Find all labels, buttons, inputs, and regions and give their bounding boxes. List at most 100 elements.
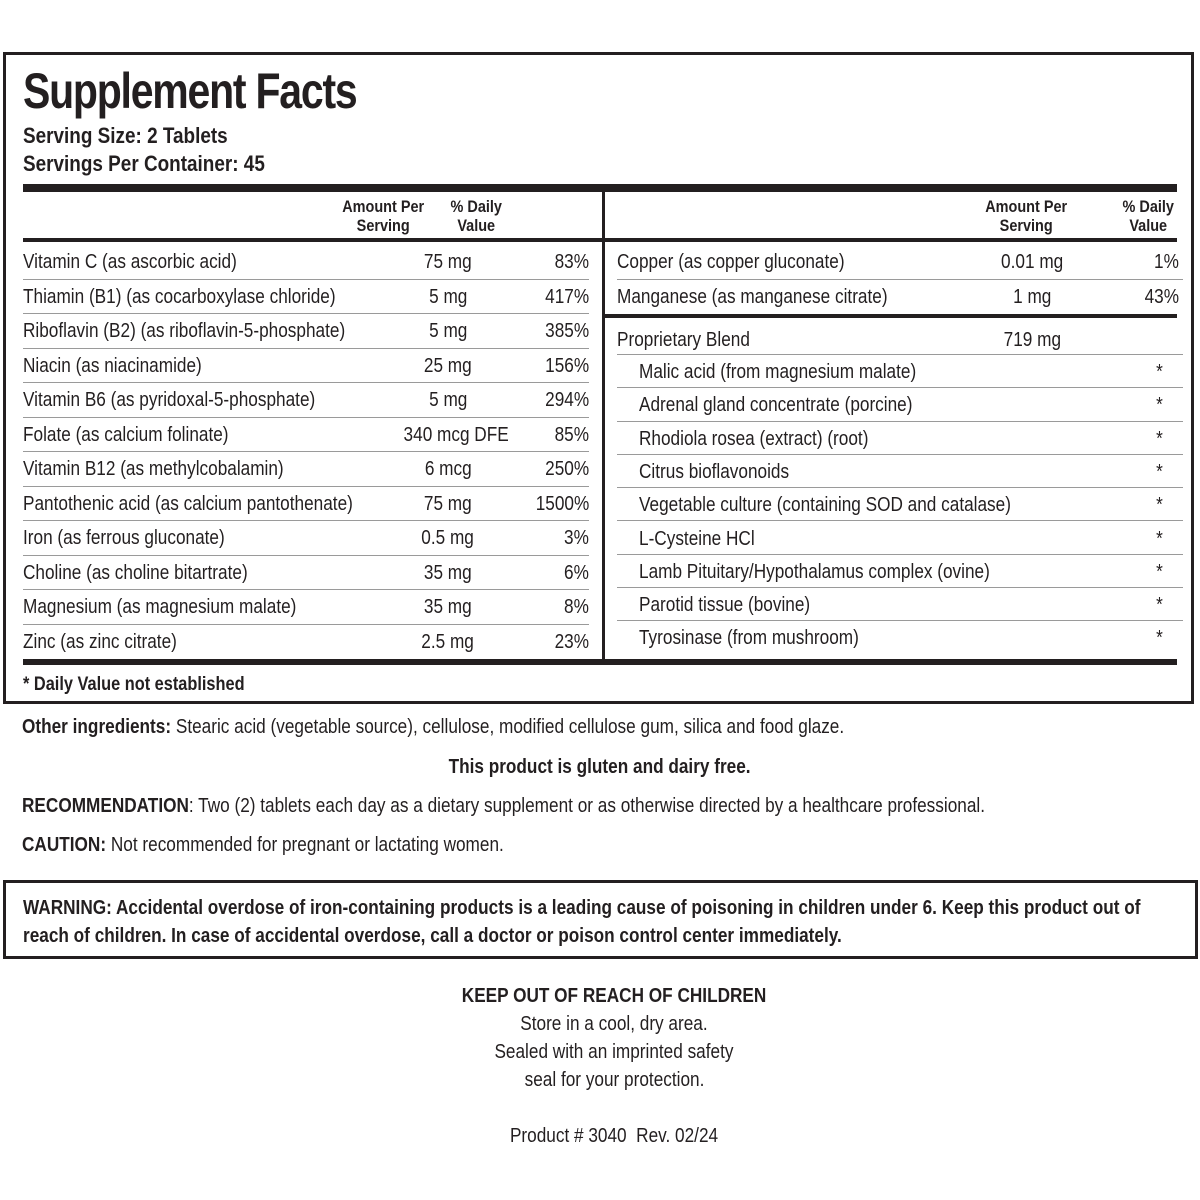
warning-box: WARNING: Accidental overdose of iron-con… [3,880,1198,959]
daily-value: 23% [554,630,589,653]
daily-value: * [1156,427,1163,450]
left-nutrient-list: Vitamin C (as ascorbic acid) 75 mg 83% Thia… [23,245,589,659]
daily-value: 156% [545,354,589,377]
nutrient-row: Vitamin B12 (as methylcobalamin) 6 mcg 250… [23,452,589,487]
keep-out-heading: KEEP OUT OF REACH OF CHILDREN [461,985,767,1007]
panel-title: Supplement Facts [23,63,358,119]
gluten-statement: This product is gluten and dairy free. [448,756,751,778]
amount-per-serving: 25 mg [424,354,472,377]
blend-rule [605,314,1177,318]
nutrient-name: Pantothenic acid (as calcium pantothenat… [23,492,353,515]
amount-per-serving: 5 mg [428,285,468,308]
header-amount-right: Amount Per Serving [985,197,1068,235]
amount-per-serving: 0.01 mg [1000,251,1064,273]
nutrient-row: Manganese (as manganese citrate) 1 mg 43% [617,280,1183,315]
amount-per-serving: 35 mg [424,561,472,584]
amount-per-serving: 6 mcg [424,458,472,480]
nutrient-name: Niacin (as niacinamide) [23,354,202,377]
warning-text: WARNING: Accidental overdose of iron-con… [23,897,1141,947]
nutrient-name: Riboflavin (B2) (as riboflavin-5-phospha… [23,320,346,342]
daily-value: 85% [554,423,589,446]
nutrient-row: Choline (as choline bitartrate) 35 mg 6% [23,556,589,590]
proprietary-blend-list: Proprietary Blend 719 mg Malic acid (from … [617,323,1183,659]
servings-per-container: Servings Per Container: 45 [23,151,265,176]
amount-per-serving: 75 mg [424,492,472,515]
daily-value: * [1156,594,1163,617]
column-divider [602,192,605,660]
amount-per-serving: 2.5 mg [421,630,475,653]
daily-value: 417% [545,285,589,308]
product-number: Product # 3040 Rev. 02/24 [509,1125,719,1147]
nutrient-name: Rhodiola rosea (extract) (root) [639,427,869,450]
amount-per-serving: 5 mg [428,389,468,411]
header-rule-right [605,238,1177,242]
daily-value: * [1156,527,1163,550]
nutrient-row: Iron (as ferrous gluconate) 0.5 mg 3% [23,521,589,556]
daily-value: 43% [1144,285,1179,308]
serving-size: Serving Size: 2 Tablets [23,123,228,148]
nutrient-name: Thiamin (B1) (as cocarboxylase chloride) [23,285,336,308]
right-nutrient-list: Copper (as copper gluconate) 0.01 mg 1% Man… [617,245,1183,317]
storage-line-3: seal for your protection. [524,1069,704,1091]
nutrient-name: Tyrosinase (from mushroom) [639,627,859,650]
amount-per-serving: 35 mg [424,596,472,618]
daily-value: 250% [545,458,589,480]
thick-rule [23,184,1177,192]
caution: CAUTION: Not recommended for pregnant or… [22,834,504,856]
nutrient-row: Folate (as calcium folinate) 340 mcg DFE 8… [23,418,589,452]
daily-value: 1% [1154,251,1179,273]
nutrient-name: Malic acid (from magnesium malate) [639,361,917,383]
amount-per-serving: 75 mg [424,251,472,273]
nutrient-row: Magnesium (as magnesium malate) 35 mg 8% [23,590,589,625]
nutrient-row: Vitamin C (as ascorbic acid) 75 mg 83% [23,245,589,280]
daily-value: 8% [564,596,589,618]
nutrient-row: Pantothenic acid (as calcium pantothenat… [23,487,589,521]
blend-amount: 719 mg [1003,329,1061,351]
daily-value: * [1156,460,1163,483]
nutrient-name: Folate (as calcium folinate) [23,423,229,446]
daily-value: * [1156,560,1163,583]
amount-per-serving: 0.5 mg [421,527,475,549]
nutrient-row: Zinc (as zinc citrate) 2.5 mg 23% [23,625,589,660]
header-amount-left: Amount Per Serving [342,197,425,235]
nutrient-name: Vitamin C (as ascorbic acid) [23,251,237,273]
nutrient-name: Choline (as choline bitartrate) [23,561,248,584]
nutrient-name: Lamb Pituitary/Hypothalamus complex (ovi… [639,560,990,583]
nutrient-row: Niacin (as niacinamide) 25 mg 156% [23,349,589,383]
nutrient-name: Zinc (as zinc citrate) [23,630,177,653]
supplement-facts-panel: Supplement Facts Serving Size: 2 Tablets… [3,52,1194,704]
blend-item-row: Parotid tissue (bovine) * [617,588,1183,622]
bottom-rule [23,659,1177,665]
blend-item-row: Vegetable culture (containing SOD and ca… [617,488,1183,522]
amount-per-serving: 1 mg [1012,285,1052,308]
footnote: * Daily Value not established [23,674,245,695]
nutrient-name: Vegetable culture (containing SOD and ca… [639,494,1011,517]
nutrient-name: Magnesium (as magnesium malate) [23,596,297,618]
daily-value: 6% [564,561,589,584]
nutrient-name: Manganese (as manganese citrate) [617,285,888,308]
daily-value: * [1156,627,1163,650]
storage-line-1: Store in a cool, dry area. [520,1013,708,1035]
blend-item-row: L-Cysteine HCl * [617,522,1183,555]
nutrient-name: L-Cysteine HCl [639,527,755,550]
recommendation: RECOMMENDATION: Two (2) tablets each day… [22,795,985,817]
blend-item-row: Citrus bioflavonoids * [617,455,1183,489]
nutrient-name: Vitamin B12 (as methylcobalamin) [23,458,284,480]
daily-value: * [1156,494,1163,517]
header-dv-right: % Daily Value [1122,197,1174,235]
daily-value: * [1156,394,1163,417]
storage-line-2: Sealed with an imprinted safety [494,1041,734,1063]
proprietary-blend-header: Proprietary Blend 719 mg [617,323,1183,355]
amount-per-serving: 340 mcg DFE [403,423,509,446]
nutrient-row: Copper (as copper gluconate) 0.01 mg 1% [617,245,1183,280]
nutrient-name: Copper (as copper gluconate) [617,251,845,273]
blend-name: Proprietary Blend [617,329,750,351]
daily-value: 385% [545,320,589,342]
nutrient-name: Parotid tissue (bovine) [639,594,811,617]
daily-value: 83% [554,251,589,273]
nutrient-name: Citrus bioflavonoids [639,460,790,483]
header-rule-left [23,238,602,242]
daily-value: 3% [564,527,589,549]
blend-item-row: Rhodiola rosea (extract) (root) * [617,422,1183,455]
nutrient-row: Vitamin B6 (as pyridoxal-5-phosphate) 5 m… [23,383,589,418]
